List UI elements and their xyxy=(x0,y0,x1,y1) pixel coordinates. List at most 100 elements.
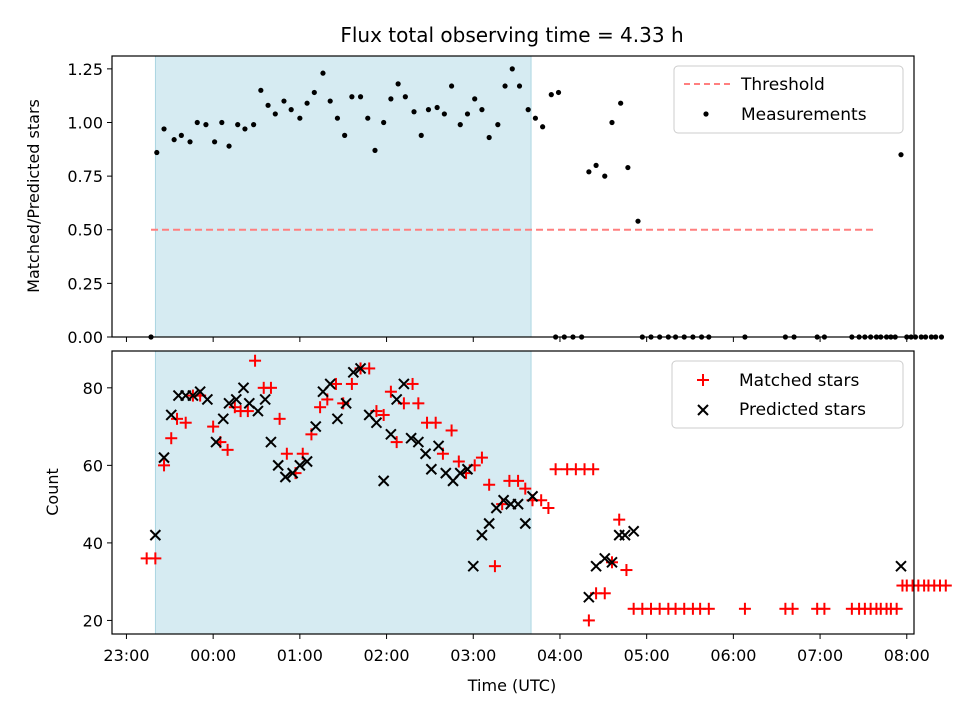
legend-measurements-swatch xyxy=(703,111,709,117)
matched-star-point xyxy=(264,381,277,394)
predicted-star-point xyxy=(252,405,264,417)
measurement-point xyxy=(388,96,394,102)
measurement-point xyxy=(548,92,554,98)
measurement-point xyxy=(187,139,193,145)
measurement-point xyxy=(311,89,317,96)
predicted-star-point xyxy=(627,525,640,537)
measurement-point xyxy=(211,139,218,145)
predicted-star-point xyxy=(606,556,618,568)
top-y-tick-label: 1.00 xyxy=(67,113,103,132)
measurement-point xyxy=(288,107,294,113)
measurement-point xyxy=(402,94,408,100)
matched-star-point xyxy=(158,459,171,472)
matched-star-point xyxy=(613,513,626,526)
measurement-point xyxy=(242,126,248,132)
matched-star-point xyxy=(221,443,234,456)
matched-star-point xyxy=(390,436,403,449)
predicted-star-point xyxy=(294,459,306,472)
predicted-star-point xyxy=(301,455,313,468)
measurement-point xyxy=(154,149,160,156)
measurement-point xyxy=(297,115,303,121)
predicted-star-point xyxy=(599,552,611,565)
matched-star-point xyxy=(429,416,442,429)
measurement-point xyxy=(219,119,225,126)
legend-matched-swatch xyxy=(697,374,709,386)
predicted-star-point xyxy=(230,393,242,406)
measurement-point xyxy=(395,81,401,87)
predicted-star-point xyxy=(519,517,531,530)
measurement-point xyxy=(593,162,599,168)
predicted-star-point xyxy=(461,463,474,475)
measurement-point xyxy=(555,89,562,96)
predicted-star-point xyxy=(412,436,425,448)
matched-star-point xyxy=(519,482,532,495)
predicted-star-point xyxy=(279,471,292,483)
predicted-star-point xyxy=(526,490,539,503)
matched-star-point xyxy=(818,602,831,615)
measurement-point xyxy=(479,107,485,113)
top-y-tick-label: 0.50 xyxy=(67,221,103,240)
measurement-point xyxy=(194,119,200,126)
legend-measurements-label: Measurements xyxy=(741,105,867,125)
legend-predicted-label: Predicted stars xyxy=(739,400,866,420)
predicted-star-point xyxy=(354,362,367,375)
predicted-star-point xyxy=(432,440,445,452)
measurement-point xyxy=(304,100,310,106)
matched-star-point xyxy=(786,602,799,615)
measurement-point xyxy=(618,100,624,106)
predicted-star-point xyxy=(385,428,397,441)
measurement-point xyxy=(495,122,501,128)
predicted-star-point xyxy=(237,382,250,394)
matched-star-point xyxy=(249,354,262,367)
measurement-point xyxy=(342,132,348,138)
measurement-point xyxy=(320,70,326,76)
measurement-point xyxy=(516,83,523,89)
matched-star-point xyxy=(549,463,562,476)
predicted-star-point xyxy=(158,451,170,464)
x-tick-label: 04:00 xyxy=(537,646,583,665)
matched-star-point xyxy=(488,560,501,573)
matched-star-point xyxy=(483,478,496,491)
matched-star-point xyxy=(582,614,595,627)
matched-star-point xyxy=(384,385,397,398)
matched-star-point xyxy=(512,474,525,487)
predicted-star-point xyxy=(370,417,383,429)
matched-star-point xyxy=(452,455,465,468)
x-tick-label: 08:00 xyxy=(884,646,930,665)
predicted-star-point xyxy=(217,413,229,425)
predicted-star-point xyxy=(210,436,222,448)
matched-star-point xyxy=(406,377,419,390)
matched-star-point xyxy=(329,377,342,390)
top-y-tick-label: 0.25 xyxy=(67,274,103,293)
matched-star-point xyxy=(345,377,358,390)
matched-star-point xyxy=(445,424,458,437)
predicted-star-point xyxy=(223,397,235,410)
matched-star-point xyxy=(475,451,488,464)
predicted-star-point xyxy=(483,517,495,530)
matched-star-point xyxy=(273,412,286,425)
measurement-point xyxy=(258,87,264,93)
predicted-star-point xyxy=(165,409,177,421)
measurement-point xyxy=(602,173,608,179)
predicted-star-point xyxy=(149,529,162,541)
bottom-y-tick-label: 60 xyxy=(83,456,103,475)
predicted-star-point xyxy=(340,397,352,410)
top-panel: Flux total observing time = 4.33 h 0.00 0… xyxy=(24,23,945,347)
matched-star-point xyxy=(412,397,425,410)
predicted-star-point xyxy=(259,393,271,406)
chart-title: Flux total observing time = 4.33 h xyxy=(340,23,683,47)
matched-star-point xyxy=(241,405,254,418)
measurement-point xyxy=(898,152,904,158)
matched-star-point xyxy=(598,587,611,600)
matched-star-point xyxy=(542,502,555,515)
measurement-point xyxy=(635,218,641,224)
predicted-star-point xyxy=(425,463,438,475)
top-legend: Threshold Measurements xyxy=(673,65,904,134)
measurement-point xyxy=(203,122,209,128)
matched-star-point xyxy=(620,564,633,577)
measurement-point xyxy=(272,111,278,117)
x-tick-label: 06:00 xyxy=(710,646,756,665)
measurement-point xyxy=(625,164,631,171)
top-y-tick-label: 0.00 xyxy=(67,328,103,347)
